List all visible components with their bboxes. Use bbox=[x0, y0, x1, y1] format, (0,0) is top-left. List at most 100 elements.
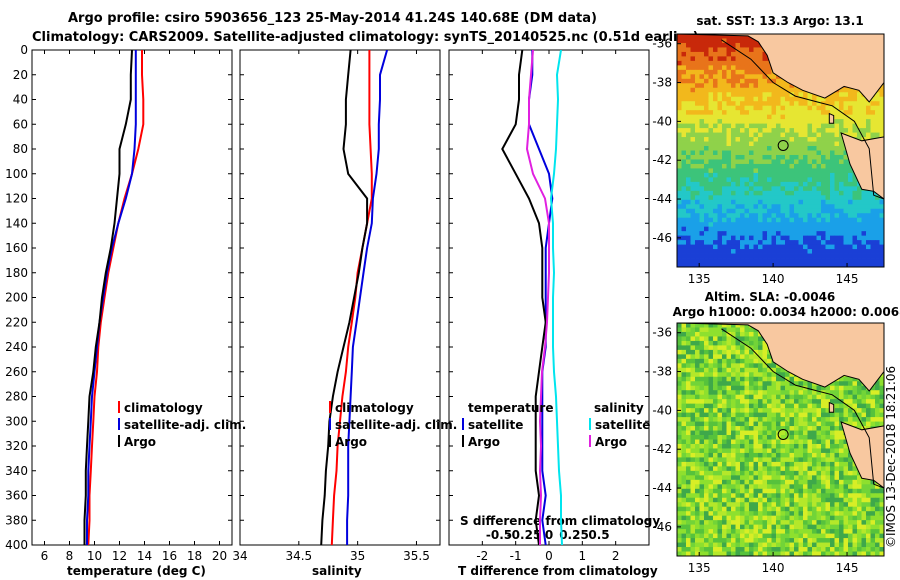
map-cell bbox=[852, 417, 858, 422]
map-cell bbox=[690, 533, 696, 539]
map-cell bbox=[731, 132, 736, 138]
map-cell bbox=[749, 515, 754, 521]
map-cell bbox=[713, 110, 718, 116]
map-cell bbox=[848, 412, 853, 418]
map-cell bbox=[780, 262, 786, 267]
map-cell bbox=[821, 542, 826, 548]
map-cell bbox=[744, 538, 750, 543]
map-cell bbox=[812, 249, 817, 254]
map-cell bbox=[681, 65, 687, 71]
map-cell bbox=[807, 204, 813, 210]
map-cell bbox=[879, 520, 884, 526]
map-cell bbox=[749, 163, 754, 169]
map-cell bbox=[704, 323, 709, 328]
map-cell bbox=[731, 177, 736, 183]
map-cell bbox=[704, 186, 709, 192]
map-cell bbox=[776, 542, 781, 548]
map-cell bbox=[695, 78, 700, 84]
map-cell bbox=[717, 533, 723, 539]
map-cell bbox=[780, 502, 786, 508]
map-cell bbox=[789, 502, 795, 508]
map-cell bbox=[803, 199, 808, 205]
map-cell bbox=[744, 213, 750, 219]
map-cell bbox=[861, 502, 867, 508]
map-cell bbox=[717, 235, 723, 241]
header-line2: Climatology: CARS2009. Satellite-adjuste… bbox=[32, 30, 699, 45]
map-cell bbox=[713, 69, 718, 75]
map-cell bbox=[771, 231, 777, 237]
map-cell bbox=[834, 403, 840, 409]
map-cell bbox=[789, 244, 795, 250]
map-cell bbox=[722, 172, 727, 178]
map-cell bbox=[762, 533, 768, 539]
map-cell bbox=[875, 502, 880, 508]
map-cell bbox=[771, 439, 777, 445]
map-cell bbox=[812, 439, 817, 445]
map-cell bbox=[708, 511, 714, 517]
map-cell bbox=[699, 529, 705, 534]
map-cell bbox=[780, 493, 786, 499]
map-cell bbox=[866, 105, 871, 111]
map-cell bbox=[807, 128, 813, 133]
map-cell bbox=[708, 385, 714, 391]
map-cell bbox=[744, 56, 750, 62]
map-cell bbox=[875, 240, 880, 245]
map-cell bbox=[681, 101, 687, 107]
map-cell bbox=[749, 412, 754, 418]
map-cell bbox=[699, 426, 705, 431]
map-cell bbox=[695, 372, 700, 378]
map-cell bbox=[830, 208, 835, 214]
map-cell bbox=[843, 542, 849, 548]
map-cell bbox=[677, 538, 682, 543]
map-cell bbox=[753, 217, 759, 223]
map-cell bbox=[735, 542, 741, 548]
map-cell bbox=[843, 96, 849, 102]
map-cell bbox=[726, 475, 732, 481]
map-cell bbox=[740, 323, 745, 328]
map-cell bbox=[807, 448, 813, 454]
map-cell bbox=[852, 199, 858, 205]
map-cell bbox=[821, 394, 826, 400]
map-cell bbox=[749, 475, 754, 481]
map-cell bbox=[740, 253, 745, 259]
map-cell bbox=[699, 542, 705, 548]
map-cell bbox=[785, 181, 790, 187]
map-cell bbox=[731, 448, 736, 454]
map-cell bbox=[839, 258, 844, 263]
map-cell bbox=[731, 417, 736, 422]
map-cell bbox=[722, 38, 727, 44]
map-cell bbox=[870, 123, 876, 129]
map-cell bbox=[713, 506, 718, 512]
map-cell bbox=[762, 547, 768, 552]
map-cell bbox=[735, 331, 741, 337]
map-cell bbox=[825, 217, 831, 223]
map-cell bbox=[758, 390, 763, 396]
map-cell bbox=[713, 114, 718, 120]
map-cell bbox=[713, 331, 718, 337]
map-cell bbox=[695, 208, 700, 214]
map-cell bbox=[879, 222, 884, 228]
map-cell bbox=[744, 470, 750, 476]
map-cell bbox=[767, 381, 772, 387]
map-cell bbox=[740, 195, 745, 201]
map-cell bbox=[677, 502, 682, 508]
map-cell bbox=[726, 65, 732, 71]
map-cell bbox=[812, 542, 817, 548]
map-cell bbox=[681, 38, 687, 44]
map-cell bbox=[789, 533, 795, 539]
map-cell bbox=[735, 506, 741, 512]
map-cell bbox=[834, 235, 840, 241]
map-cell bbox=[767, 354, 772, 360]
map-cell bbox=[834, 226, 840, 232]
map-cell bbox=[726, 74, 732, 80]
map-cell bbox=[695, 412, 700, 418]
map-cell bbox=[722, 466, 727, 472]
map-cell bbox=[843, 484, 849, 490]
map-cell bbox=[861, 123, 867, 129]
map-cell bbox=[735, 132, 741, 138]
map-cell bbox=[681, 208, 687, 214]
map-cell bbox=[879, 412, 884, 418]
map-cell bbox=[771, 159, 777, 165]
map-cell bbox=[722, 385, 727, 391]
map-cell bbox=[839, 105, 844, 111]
